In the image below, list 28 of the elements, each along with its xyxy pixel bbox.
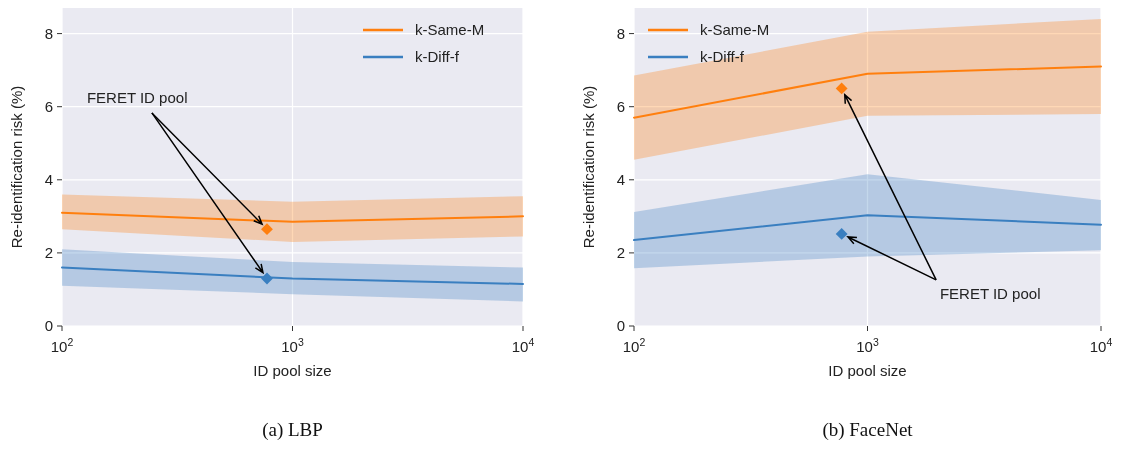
annotation: FERET ID pool — [939, 284, 1041, 302]
x-tick-label: 10$^{3}$ — [281, 336, 304, 355]
y-tick-label: 2 — [616, 244, 625, 262]
y-tick-label: 2 — [44, 244, 53, 262]
x-tick-label: 10$^{2}$ — [622, 336, 646, 355]
text: (a) LBP — [262, 419, 323, 441]
y-tick-label: 4 — [44, 171, 53, 189]
y-axis-title: Re-identification risk (%) — [8, 85, 25, 249]
x-axis-title: ID pool size — [253, 362, 332, 379]
text: (b) FaceNet — [822, 419, 914, 441]
legend-label: k-Diff-f — [700, 48, 745, 66]
x-tick-label: 10$^{4}$ — [511, 336, 535, 355]
legend-label: k-Same-M — [700, 21, 770, 39]
y-tick-label: 0 — [44, 317, 53, 335]
y-axis-title: Re-identification risk (%) — [580, 85, 597, 249]
x-axis-title: ID pool size — [828, 362, 907, 379]
y-tick-label: 6 — [616, 97, 625, 115]
legend-label: k-Diff-f — [415, 48, 460, 66]
y-tick-label: 6 — [44, 97, 53, 115]
annotation: FERET ID pool — [86, 89, 188, 107]
x-tick-label: 10$^{2}$ — [50, 336, 74, 355]
x-tick-label: 10$^{4}$ — [1089, 336, 1113, 355]
y-tick-label: 8 — [616, 24, 625, 42]
y-tick-label: 0 — [616, 317, 625, 335]
legend-label: k-Same-M — [415, 21, 485, 39]
y-tick-label: 4 — [616, 171, 625, 189]
x-tick-label: 10$^{3}$ — [856, 336, 879, 355]
y-tick-label: 8 — [44, 24, 53, 42]
